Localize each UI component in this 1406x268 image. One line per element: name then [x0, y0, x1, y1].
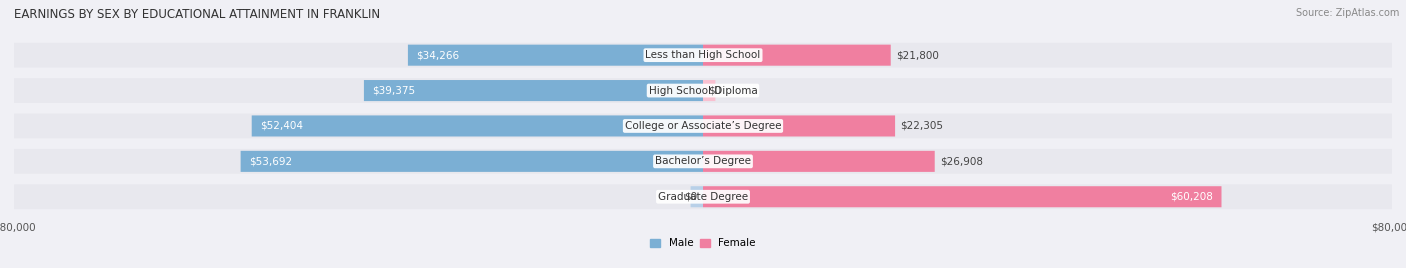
Text: $39,375: $39,375 [373, 85, 415, 96]
FancyBboxPatch shape [703, 186, 1222, 207]
FancyBboxPatch shape [364, 80, 703, 101]
Text: Source: ZipAtlas.com: Source: ZipAtlas.com [1295, 8, 1399, 18]
FancyBboxPatch shape [240, 151, 703, 172]
Text: $60,208: $60,208 [1170, 192, 1213, 202]
FancyBboxPatch shape [14, 114, 1392, 138]
Text: $0: $0 [685, 192, 697, 202]
FancyBboxPatch shape [408, 45, 703, 66]
FancyBboxPatch shape [14, 78, 1392, 103]
Text: Graduate Degree: Graduate Degree [658, 192, 748, 202]
Text: $52,404: $52,404 [260, 121, 302, 131]
Text: $22,305: $22,305 [901, 121, 943, 131]
Legend: Male, Female: Male, Female [650, 238, 756, 248]
FancyBboxPatch shape [14, 149, 1392, 174]
FancyBboxPatch shape [690, 186, 703, 207]
Text: EARNINGS BY SEX BY EDUCATIONAL ATTAINMENT IN FRANKLIN: EARNINGS BY SEX BY EDUCATIONAL ATTAINMEN… [14, 8, 380, 21]
FancyBboxPatch shape [14, 184, 1392, 209]
FancyBboxPatch shape [14, 43, 1392, 68]
Text: $21,800: $21,800 [896, 50, 939, 60]
Text: $34,266: $34,266 [416, 50, 460, 60]
Text: $53,692: $53,692 [249, 156, 292, 166]
FancyBboxPatch shape [703, 45, 891, 66]
FancyBboxPatch shape [703, 151, 935, 172]
Text: $0: $0 [709, 85, 721, 96]
Text: Bachelor’s Degree: Bachelor’s Degree [655, 156, 751, 166]
FancyBboxPatch shape [252, 116, 703, 136]
Text: $26,908: $26,908 [941, 156, 983, 166]
Text: High School Diploma: High School Diploma [648, 85, 758, 96]
Text: Less than High School: Less than High School [645, 50, 761, 60]
Text: College or Associate’s Degree: College or Associate’s Degree [624, 121, 782, 131]
FancyBboxPatch shape [703, 80, 716, 101]
FancyBboxPatch shape [703, 116, 896, 136]
